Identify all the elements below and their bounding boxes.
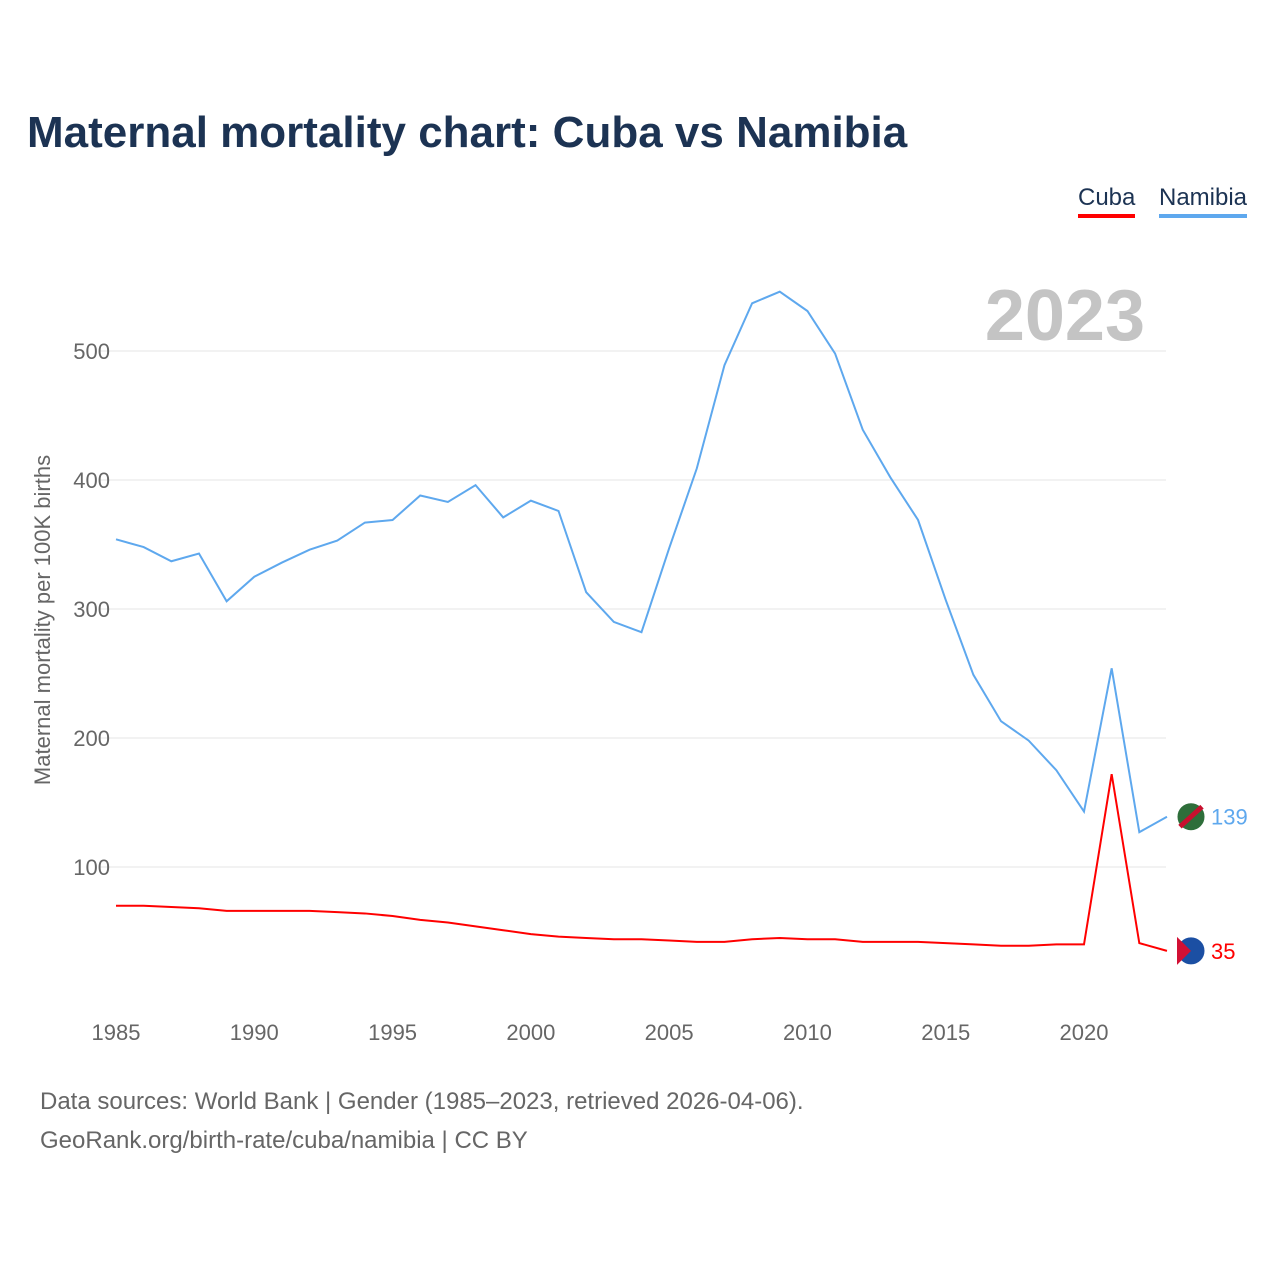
x-tick-label: 1990 <box>230 1020 279 1045</box>
end-label-cuba: 35 <box>1211 939 1235 964</box>
x-tick-label: 2020 <box>1060 1020 1109 1045</box>
y-tick-label: 100 <box>73 855 110 880</box>
flag-detail <box>1177 936 1191 965</box>
legend-namibia[interactable]: Namibia <box>1159 184 1248 218</box>
flag-detail <box>1178 804 1204 829</box>
chart-title: Maternal mortality chart: Cuba vs Namibi… <box>27 108 908 157</box>
y-tick-label: 400 <box>73 468 110 493</box>
series-line-namibia <box>115 290 1168 834</box>
footer-sources: Data sources: World Bank | Gender (1985–… <box>40 1088 804 1115</box>
x-tick-label: 1995 <box>368 1020 417 1045</box>
x-tick-label: 1985 <box>92 1020 141 1045</box>
x-tick-label: 2010 <box>783 1020 832 1045</box>
y-tick-label: 200 <box>73 726 110 751</box>
y-axis-label: Maternal mortality per 100K births <box>30 455 55 785</box>
series-line-cuba <box>116 773 1168 952</box>
y-tick-label: 500 <box>73 339 110 364</box>
x-tick-label: 2000 <box>506 1020 555 1045</box>
footer-link[interactable]: GeoRank.org/birth-rate/cuba/namibia | CC… <box>40 1127 528 1154</box>
x-tick-label: 2015 <box>921 1020 970 1045</box>
year-label: 2023 <box>985 276 1145 356</box>
end-label-namibia: 139 <box>1211 805 1248 830</box>
x-tick-label: 2005 <box>645 1020 694 1045</box>
y-tick-label: 300 <box>73 597 110 622</box>
legend-cuba[interactable]: Cuba <box>1078 184 1136 218</box>
